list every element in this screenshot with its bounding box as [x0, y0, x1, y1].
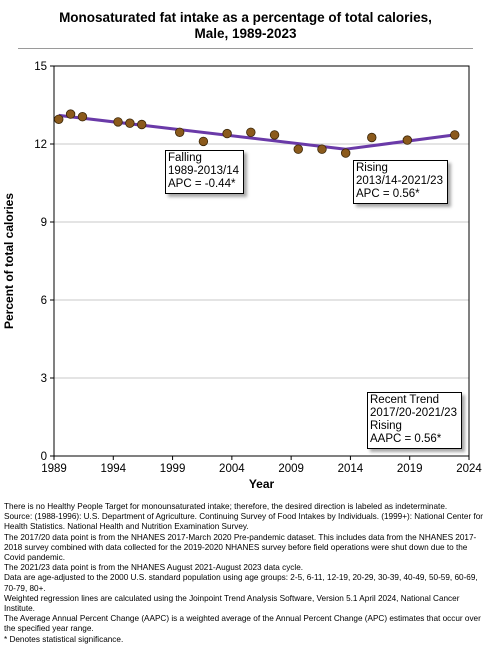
x-tick-label: 2009: [278, 463, 304, 475]
data-point: [198, 136, 209, 147]
data-point: [340, 148, 351, 158]
footnote-2017-20: The 2017/20 data point is from the NHANE…: [4, 532, 477, 563]
data-point: [174, 127, 185, 138]
data-point: [125, 118, 135, 128]
footnote-aapc: The Average Annual Percent Change (AAPC)…: [4, 614, 481, 634]
data-point: [269, 130, 280, 140]
data-point: [222, 128, 232, 139]
data-point: [293, 144, 303, 154]
chart-title-line-2: Male, 1989-2023: [194, 26, 297, 41]
data-point: [54, 114, 64, 125]
data-point: [113, 117, 123, 127]
axis-layer: 0 3 6 9 12 15 1989 1994 1999 2004 2009 2014 2019 2024: [34, 61, 482, 475]
falling-annotation-line-1: Falling: [168, 152, 202, 164]
rising-trend-annotation: Rising 2013/14-2021/23 APC = 0.56*: [353, 160, 448, 204]
chart-title-line-1: Monosaturated fat intake as a percentage…: [59, 10, 432, 25]
grid-layer: [54, 143, 469, 379]
footnote-regression: Weighted regression lines are calculated…: [4, 593, 460, 614]
recent-annotation-line-2: 2017/20-2021/23: [370, 407, 457, 419]
footnote-age-adjustment: Data are age-adjusted to the 2000 U.S. s…: [4, 573, 478, 593]
y-tick-label: 15: [34, 61, 47, 73]
x-axis-label: Year: [249, 477, 275, 491]
footnote-source: Source: (1988-1996): U.S. Department of …: [4, 512, 483, 532]
data-point: [367, 132, 377, 143]
y-axis-label: Percent of total calories: [2, 193, 16, 329]
data-point: [246, 127, 256, 138]
x-tick-label: 1989: [41, 463, 67, 475]
x-tick-label: 1999: [160, 463, 186, 475]
x-tick-label: 2014: [338, 463, 364, 475]
rising-annotation-line-3: APC = 0.56*: [356, 188, 420, 200]
data-point: [450, 130, 460, 140]
falling-trend-annotation: Falling 1989-2013/14 APC = -0.44*: [165, 150, 244, 194]
chart-title: Monosaturated fat intake as a percentage…: [0, 10, 491, 42]
rising-annotation-line-2: 2013/14-2021/23: [356, 175, 443, 187]
title-divider: [18, 48, 473, 49]
data-point: [65, 109, 76, 119]
footnote-significance: * Denotes statistical significance.: [4, 634, 124, 644]
data-point: [137, 119, 147, 130]
recent-trend-annotation: Recent Trend 2017/20-2021/23 Rising AAPC…: [367, 392, 462, 449]
point-layer: [54, 109, 460, 158]
falling-annotation-line-2: 1989-2013/14: [168, 165, 239, 177]
data-point: [317, 144, 327, 154]
x-tick-label: 2004: [219, 463, 245, 475]
y-tick-label: 6: [41, 295, 47, 307]
recent-annotation-line-3: Rising: [370, 420, 402, 432]
rising-annotation-line-1: Rising: [356, 162, 388, 174]
footnote-target: There is no Healthy People Target for mo…: [4, 502, 448, 511]
footnotes: There is no Healthy People Target for mo…: [4, 502, 488, 645]
y-tick-label: 3: [41, 373, 47, 385]
falling-annotation-line-3: APC = -0.44*: [168, 178, 236, 190]
y-tick-label: 0: [41, 451, 47, 463]
data-point: [402, 135, 413, 145]
data-point: [77, 111, 88, 122]
plot-frame: [53, 65, 470, 457]
y-tick-label: 9: [41, 217, 47, 229]
x-tick-label: 1994: [100, 463, 126, 475]
x-tick-label: 2019: [397, 463, 423, 475]
footnote-2021-23: The 2021/23 data point is from the NHANE…: [4, 563, 304, 573]
recent-annotation-line-1: Recent Trend: [370, 394, 440, 406]
x-tick-label: 2024: [456, 463, 482, 475]
y-tick-label: 12: [34, 139, 47, 151]
recent-annotation-line-4: AAPC = 0.56*: [370, 433, 442, 445]
chart-plot: 0 3 6 9 12 15 1989 1994 1999 2004 2009 2014 2019 2024…: [2, 61, 482, 491]
